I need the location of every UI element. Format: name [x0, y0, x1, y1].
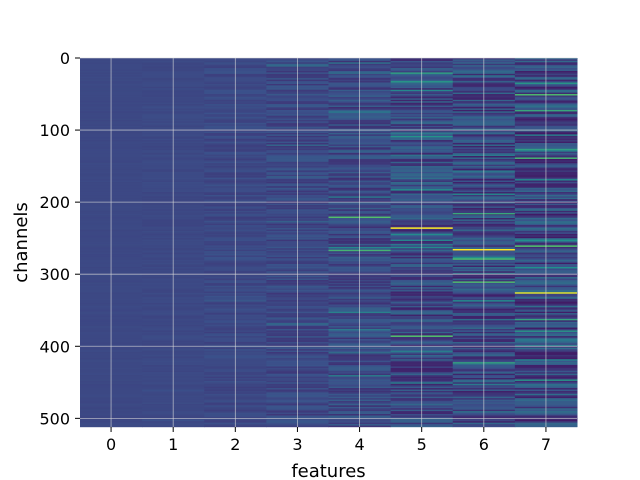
- x-axis-ticks: 0 1 2 3 4 5 6 7: [106, 427, 551, 454]
- y-tick-label: 200: [39, 193, 70, 212]
- x-tick-label: 1: [168, 435, 178, 454]
- x-tick-label: 7: [541, 435, 551, 454]
- grid-lines: [80, 57, 577, 427]
- x-tick-label: 4: [354, 435, 364, 454]
- y-tick-label: 400: [39, 337, 70, 356]
- y-axis-label: channels: [11, 202, 32, 283]
- y-tick-label: 500: [39, 409, 70, 428]
- x-axis-label: features: [291, 461, 365, 480]
- y-axis-ticks: 0 100 200 300 400 500: [39, 49, 80, 428]
- x-tick-label: 3: [292, 435, 302, 454]
- x-tick-label: 6: [479, 435, 489, 454]
- x-tick-label: 0: [106, 435, 116, 454]
- y-tick-label: 0: [60, 49, 70, 68]
- y-tick-label: 100: [39, 121, 70, 140]
- x-tick-label: 5: [417, 435, 427, 454]
- heatmap-cells: [80, 58, 578, 428]
- y-tick-label: 300: [39, 265, 70, 284]
- x-tick-label: 2: [230, 435, 240, 454]
